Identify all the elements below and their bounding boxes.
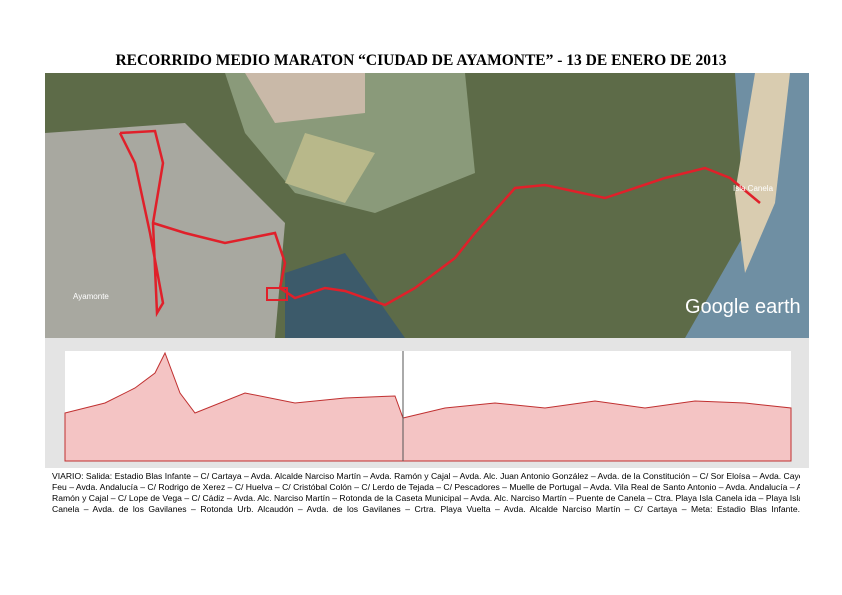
route-line-text: Ramón y Cajal – C/ Lope de Vega – C/ Cád… — [52, 493, 800, 503]
brand: Google earth — [685, 296, 801, 318]
beach — [735, 73, 790, 273]
route-line — [152, 166, 761, 307]
place-label: Isla Canela — [733, 184, 774, 193]
route-roundabout — [266, 287, 288, 301]
salt-pans — [245, 73, 365, 123]
route-line-text: Feu – Avda. Andalucía – C/ Rodrigo de Xe… — [52, 482, 800, 492]
route-line-text: VIARIO: Salida: Estadio Blas Infante – C… — [52, 471, 800, 481]
fields — [285, 133, 375, 203]
map-and-profile: Ayamonte Isla Canela Google earth — [45, 73, 809, 468]
route-loop — [118, 129, 165, 318]
title: RECORRIDO MEDIO MARATON “CIUDAD DE AYAMO… — [115, 52, 727, 69]
town — [45, 123, 285, 338]
route-line-text: Canela – Avda. de los Gavilanes – Rotond… — [52, 504, 800, 514]
place-label: Ayamonte — [73, 292, 109, 301]
route-description: VIARIO: Salida: Estadio Blas Infante – C… — [52, 471, 800, 515]
river — [285, 253, 405, 338]
